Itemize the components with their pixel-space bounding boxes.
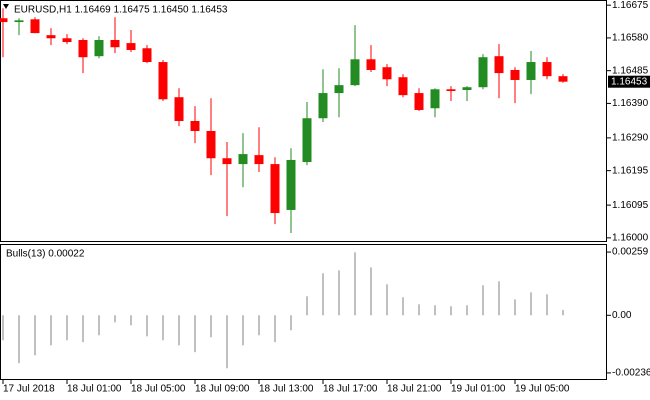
- x-tick-label: 18 Jul 01:00: [67, 384, 122, 395]
- y-tick-label: 1.16000: [612, 233, 649, 244]
- candle-body: [350, 59, 360, 86]
- y-tick-label: 0.00: [612, 310, 632, 321]
- candle-body: [126, 43, 136, 50]
- y-tick-label: 1.16485: [612, 65, 649, 76]
- candle-body: [366, 59, 376, 70]
- candle-body: [238, 154, 248, 165]
- candle-body: [0, 18, 8, 23]
- y-tick-label: -0.00236: [612, 368, 650, 379]
- y-tick-label: 0.00259: [612, 247, 649, 258]
- candle-body: [558, 76, 568, 82]
- main-panel-frame: [0, 0, 607, 242]
- x-tick-label: 18 Jul 17:00: [323, 384, 378, 395]
- candle-body: [206, 130, 216, 159]
- candle-body: [446, 89, 456, 92]
- candle-body: [46, 35, 56, 39]
- candle-body: [270, 164, 280, 214]
- chart-title: EURUSD,H1 1.16469 1.16475 1.16450 1.1645…: [14, 5, 228, 16]
- candle-body: [334, 85, 344, 94]
- y-tick-label: 1.16290: [612, 133, 649, 144]
- candle-body: [494, 56, 504, 74]
- candle-body: [430, 89, 440, 109]
- candle-body: [222, 158, 232, 165]
- x-tick-label: 19 Jul 01:00: [451, 384, 506, 395]
- candle-body: [142, 48, 152, 63]
- candle-body: [318, 93, 328, 119]
- y-tick-label: 1.16195: [612, 165, 649, 176]
- x-tick-label: 17 Jul 2018: [3, 384, 55, 395]
- last-price-label: 1.16453: [611, 76, 648, 87]
- candle-body: [382, 67, 392, 80]
- y-tick-label: 1.16095: [612, 200, 649, 211]
- indicator-title: Bulls(13) 0.00022: [6, 249, 85, 260]
- x-tick-label: 18 Jul 13:00: [259, 384, 314, 395]
- candle-body: [110, 39, 120, 48]
- candle-body: [174, 97, 184, 121]
- x-tick-label: 18 Jul 21:00: [387, 384, 442, 395]
- candle-body: [510, 69, 520, 80]
- candle-body: [94, 39, 104, 57]
- y-tick-label: 1.16675: [612, 0, 649, 11]
- y-tick-label: 1.16390: [612, 98, 649, 109]
- candle-body: [254, 155, 264, 165]
- candle-body: [526, 62, 536, 80]
- y-tick-label: 1.16580: [612, 33, 649, 44]
- candle-body: [286, 159, 296, 210]
- indicator-panel-frame: [0, 244, 607, 380]
- x-tick-label: 18 Jul 05:00: [131, 384, 186, 395]
- candle-body: [158, 62, 168, 100]
- candle-body: [190, 121, 200, 131]
- candle-body: [302, 118, 312, 163]
- menu-triangle: [3, 4, 9, 9]
- candle-body: [30, 19, 40, 34]
- candle-body: [14, 20, 24, 23]
- last-price-box: [608, 75, 650, 88]
- candle-body: [462, 87, 472, 90]
- x-tick-label: 19 Jul 05:00: [515, 384, 570, 395]
- candle-body: [478, 57, 488, 88]
- candle-body: [62, 38, 72, 43]
- x-tick-label: 18 Jul 09:00: [195, 384, 250, 395]
- candle-body: [78, 39, 88, 58]
- candle-body: [398, 77, 408, 96]
- candle-body: [542, 62, 552, 77]
- candle-body: [414, 93, 424, 110]
